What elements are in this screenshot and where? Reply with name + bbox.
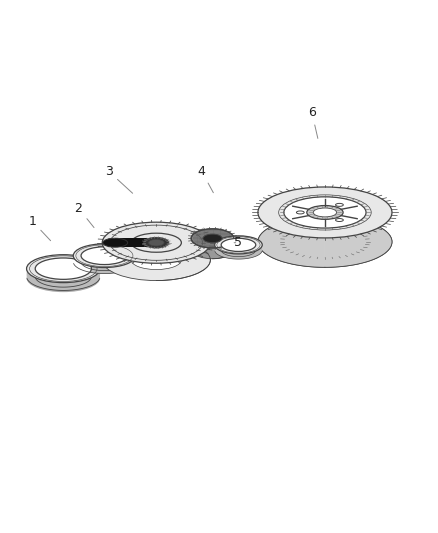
- Ellipse shape: [284, 197, 366, 228]
- Polygon shape: [74, 257, 135, 273]
- Ellipse shape: [27, 264, 100, 292]
- Ellipse shape: [307, 206, 343, 220]
- Ellipse shape: [27, 255, 100, 282]
- Text: 5: 5: [234, 236, 243, 249]
- Polygon shape: [81, 257, 127, 271]
- Polygon shape: [221, 246, 255, 256]
- Ellipse shape: [103, 238, 127, 247]
- Ellipse shape: [27, 258, 100, 286]
- Ellipse shape: [144, 238, 169, 248]
- Text: 2: 2: [74, 201, 94, 228]
- Ellipse shape: [73, 244, 135, 268]
- Ellipse shape: [297, 211, 304, 214]
- Ellipse shape: [35, 258, 92, 279]
- Ellipse shape: [102, 239, 210, 280]
- Polygon shape: [27, 271, 99, 290]
- Polygon shape: [212, 229, 234, 259]
- Ellipse shape: [191, 240, 234, 259]
- Ellipse shape: [258, 187, 392, 238]
- Polygon shape: [35, 270, 91, 287]
- Text: 1: 1: [28, 215, 51, 241]
- Ellipse shape: [81, 247, 128, 264]
- Text: 4: 4: [198, 165, 213, 193]
- Ellipse shape: [336, 219, 343, 222]
- Ellipse shape: [221, 238, 256, 252]
- Ellipse shape: [284, 226, 366, 257]
- Ellipse shape: [27, 261, 100, 289]
- Polygon shape: [325, 187, 392, 268]
- Ellipse shape: [102, 222, 210, 263]
- Ellipse shape: [258, 216, 392, 268]
- Polygon shape: [215, 246, 262, 259]
- Text: 6: 6: [308, 107, 318, 139]
- Ellipse shape: [203, 234, 222, 243]
- Polygon shape: [156, 222, 210, 280]
- Ellipse shape: [131, 251, 181, 270]
- Polygon shape: [258, 187, 325, 268]
- Ellipse shape: [215, 236, 262, 254]
- Ellipse shape: [191, 229, 234, 248]
- Ellipse shape: [313, 208, 337, 217]
- Ellipse shape: [148, 239, 164, 246]
- Ellipse shape: [336, 204, 343, 206]
- Text: 3: 3: [105, 165, 133, 193]
- Ellipse shape: [131, 233, 181, 252]
- Polygon shape: [115, 238, 156, 247]
